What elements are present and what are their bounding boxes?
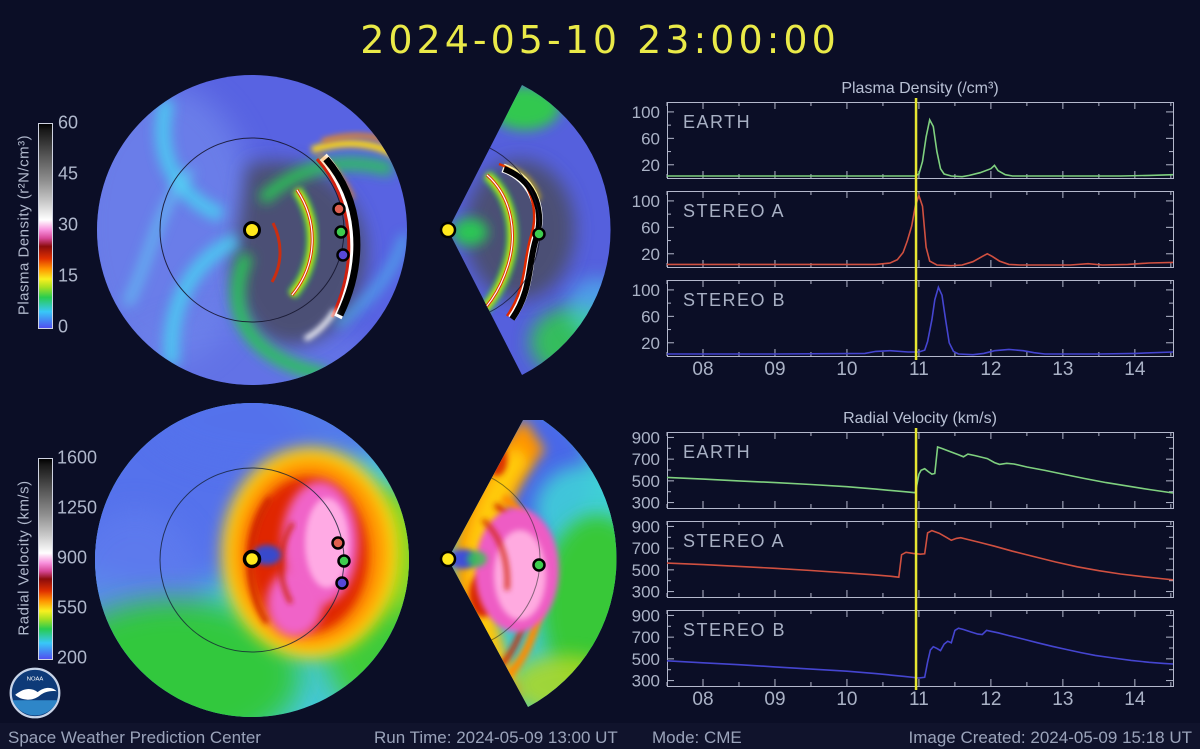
y-tick-label: 100 [632, 192, 660, 211]
colorbar-tick-label: 45 [58, 163, 79, 184]
y-tick-label: 300 [632, 494, 660, 513]
y-tick-label: 700 [632, 450, 660, 469]
colorbar-tick-label: 1600 [57, 447, 98, 468]
data-series [667, 193, 1174, 267]
data-series [667, 117, 1174, 178]
y-tick-label: 300 [632, 583, 660, 602]
y-tick-label: 20 [641, 156, 660, 175]
sun-marker [243, 221, 261, 239]
x-tick-label: 10 [836, 359, 857, 380]
stereo-b-marker [335, 576, 349, 590]
earth-marker [334, 225, 348, 239]
panel-label: STEREO B [683, 620, 786, 640]
density-map-circle [97, 75, 407, 385]
x-tick-label: 12 [980, 689, 1001, 710]
data-series [666, 529, 1174, 581]
velocity-colorbar-ticks: 1600 1250 900 550 200 [57, 0, 117, 720]
x-tick-label: 11 [909, 689, 929, 710]
y-tick-label: 20 [641, 334, 660, 353]
y-tick-label: 60 [641, 307, 660, 326]
density-colorbar [38, 123, 53, 329]
colorbar-tick-label: 200 [57, 647, 88, 668]
velocity-wedge-art [448, 420, 617, 707]
velocity-map-wedge [439, 420, 617, 707]
data-series [667, 284, 1174, 356]
status-bar: Space Weather Prediction Center Run Time… [0, 723, 1200, 749]
x-tick-label: 13 [1052, 359, 1073, 380]
panel-label: STEREO B [683, 290, 786, 310]
noaa-logo-text: NOAA [27, 676, 44, 682]
panel-border [667, 102, 1174, 179]
x-tick-label: 09 [764, 359, 785, 380]
y-tick-label: 900 [632, 517, 660, 536]
y-tick-label: 900 [632, 606, 660, 625]
org-name: Space Weather Prediction Center [8, 728, 261, 747]
noaa-logo: NOAA [9, 667, 61, 719]
stereo-a-marker [332, 202, 346, 216]
density-timeseries-chart: 20 60 100 EARTH 20 60 100 STEREO A 20 60 100 STEREO… [632, 98, 1174, 380]
timestamp-title: 2024-05-10 23:00:00 [360, 18, 840, 62]
seagull-icon [15, 687, 57, 700]
x-tick-label: 10 [836, 689, 857, 710]
velocity-chart-title: Radial Velocity (km/s) [843, 410, 997, 427]
data-series [666, 445, 1174, 494]
x-tick-label: 08 [692, 689, 713, 710]
sun-marker [439, 221, 457, 239]
y-tick-label: 500 [632, 472, 660, 491]
colorbar-tick-label: 1250 [57, 497, 98, 518]
y-tick-label: 20 [641, 245, 660, 264]
panel-label: STEREO A [683, 201, 785, 221]
y-tick-label: 500 [632, 650, 660, 669]
x-tick-label: 14 [1124, 359, 1146, 380]
panel-border [667, 191, 1174, 268]
colorbar-tick-label: 550 [57, 597, 88, 618]
earth-marker [532, 558, 546, 572]
stereo-a-marker [331, 536, 345, 550]
velocity-timeseries-chart: 300 500 700 900 EARTH 300 500 700 900 STEREO A 300… [632, 428, 1174, 710]
density-map-wedge [439, 85, 611, 375]
panel-border [667, 280, 1174, 357]
x-tick-label: 12 [980, 359, 1001, 380]
density-chart-title: Plasma Density (/cm³) [841, 80, 999, 97]
run-time-label: Run Time: 2024-05-09 13:00 UT [374, 728, 618, 747]
y-tick-label: 700 [632, 628, 660, 647]
panel-label: STEREO A [683, 531, 785, 551]
x-tick-label: 09 [764, 689, 785, 710]
colorbar-tick-label: 900 [57, 547, 88, 568]
panel-label: EARTH [683, 112, 751, 132]
x-tick-label: 11 [909, 359, 929, 380]
velocity-colorbar [38, 458, 53, 660]
density-colorbar-label: Plasma Density (r²N/cm³) [15, 134, 33, 316]
colorbar-tick-label: 60 [58, 112, 79, 133]
y-tick-label: 60 [641, 129, 660, 148]
colorbar-tick-label: 30 [58, 214, 79, 235]
y-tick-label: 500 [632, 561, 660, 580]
panel-label: EARTH [683, 442, 751, 462]
earth-marker [532, 227, 546, 241]
x-tick-label: 13 [1052, 689, 1073, 710]
x-tick-label: 14 [1124, 689, 1146, 710]
x-tick-label: 08 [692, 359, 713, 380]
image-created-label: Image Created: 2024-05-09 15:18 UT [908, 728, 1192, 747]
y-tick-label: 60 [641, 218, 660, 237]
mode-label: Mode: CME [652, 728, 742, 747]
stereo-b-marker [336, 248, 350, 262]
earth-marker [337, 554, 351, 568]
y-tick-label: 100 [632, 103, 660, 122]
sun-marker [242, 549, 262, 569]
colorbar-tick-label: 0 [58, 316, 69, 337]
colorbar-tick-label: 15 [58, 265, 79, 286]
velocity-colorbar-label: Radial Velocity (km/s) [15, 480, 33, 636]
data-series [666, 627, 1174, 679]
velocity-map-circle [95, 403, 409, 717]
y-tick-label: 300 [632, 672, 660, 691]
y-tick-label: 100 [632, 281, 660, 300]
y-tick-label: 900 [632, 428, 660, 447]
y-tick-label: 700 [632, 539, 660, 558]
density-colorbar-ticks: 60 45 30 15 0 [58, 0, 108, 400]
sun-marker [439, 550, 457, 568]
